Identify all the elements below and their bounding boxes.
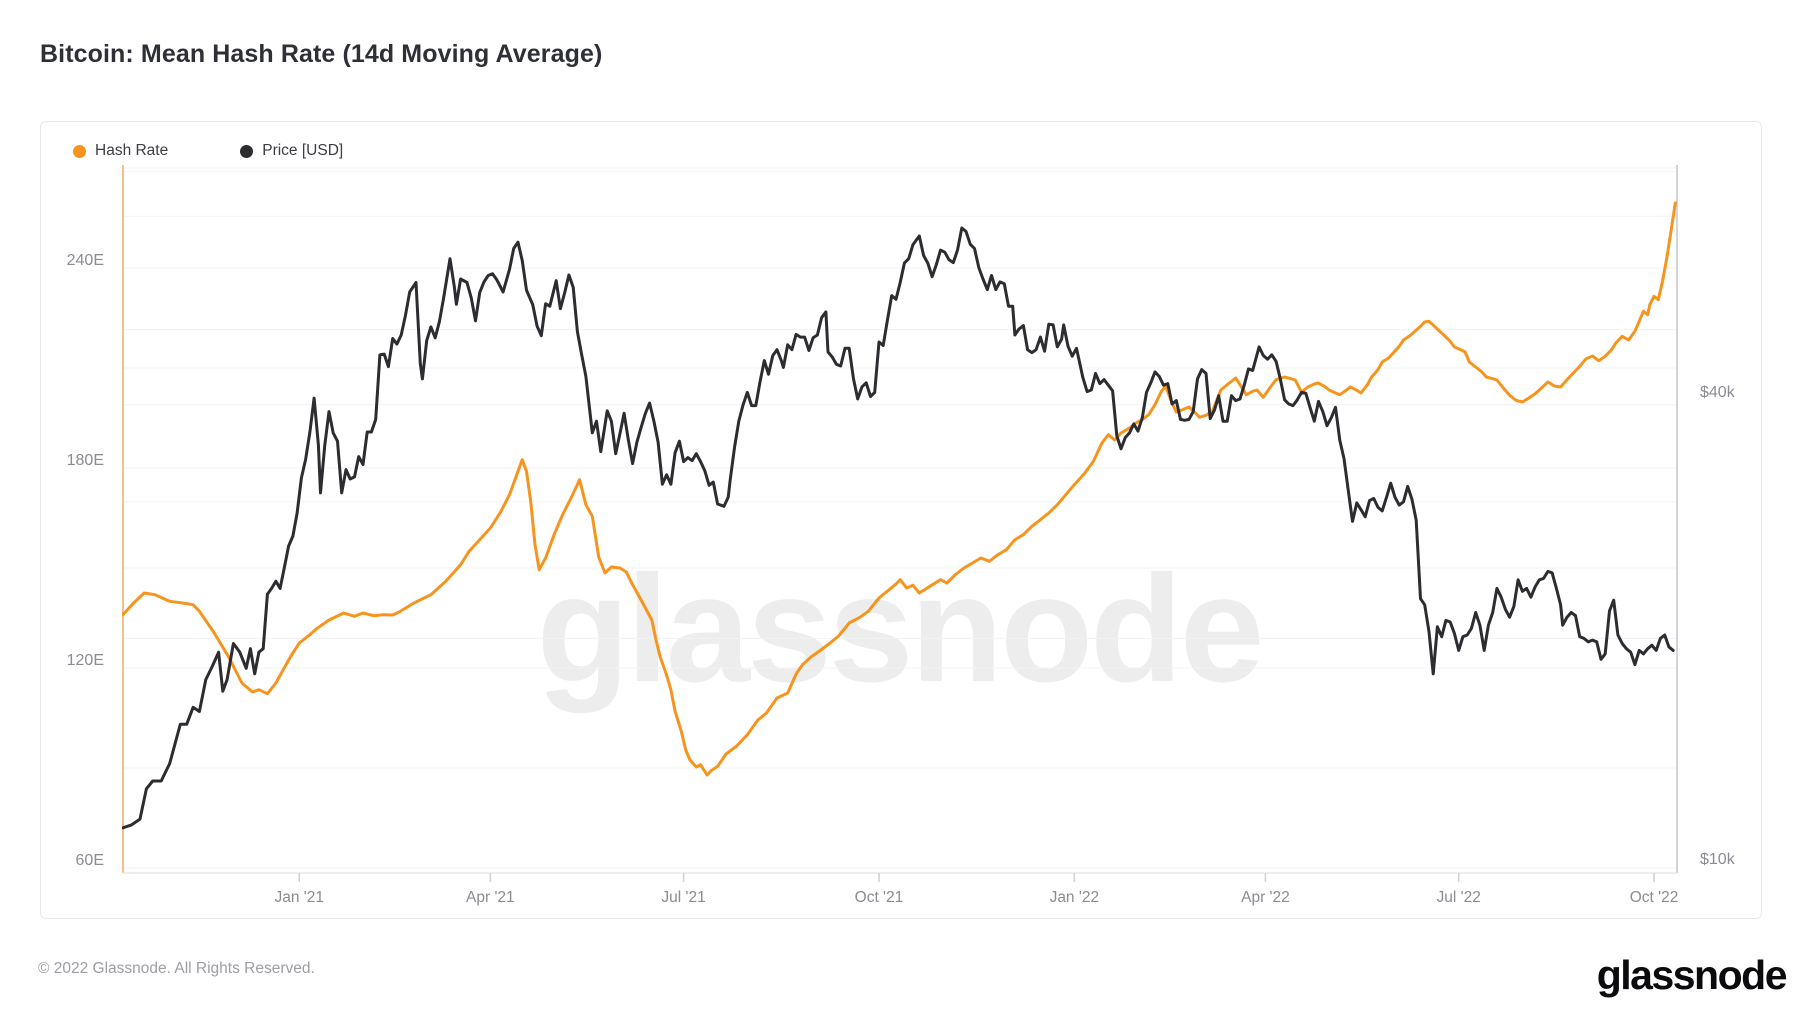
x-axis-tick-Oct-22: Oct '22 <box>1629 889 1679 906</box>
x-axis-tick-Oct-21: Oct '21 <box>854 889 904 906</box>
x-axis-tick-Apr-22: Apr '22 <box>1241 889 1290 906</box>
x-axis-tick-Jan-22: Jan '22 <box>1049 889 1100 906</box>
series-line-hash-rate <box>122 201 1677 777</box>
y-axis-left-tick-120E: 120E <box>66 652 104 669</box>
x-axis-tick-Jul-22: Jul '22 <box>1436 889 1481 906</box>
x-axis-tick-Apr-21: Apr '21 <box>466 889 515 906</box>
price-series-dot-icon <box>240 144 254 158</box>
glassnode-watermark: glassnode <box>536 544 1265 714</box>
y-axis-left-tick-60E: 60E <box>75 852 104 869</box>
legend-label-hash-rate: Hash Rate <box>95 142 169 159</box>
x-axis-tick-Jul-21: Jul '21 <box>661 889 706 906</box>
series-line-price-usd <box>122 226 1675 830</box>
footer-copyright: © 2022 Glassnode. All Rights Reserved. <box>38 960 315 977</box>
glassnode-logo: glassnode <box>1596 952 1788 998</box>
page-title: Bitcoin: Mean Hash Rate (14d Moving Aver… <box>40 40 603 68</box>
y-axis-right-tick-$10k: $10k <box>1700 851 1735 868</box>
y-axis-right-tick-$40k: $40k <box>1700 383 1735 401</box>
chart-legend: Hash Rate Price [USD] <box>73 142 343 160</box>
hash-rate-series-dot-icon <box>73 144 86 158</box>
y-axis-left-tick-180E: 180E <box>66 452 104 469</box>
y-axis-left-tick-240E: 240E <box>66 252 104 269</box>
x-axis-tick-Jan-21: Jan '21 <box>274 889 325 906</box>
legend-item-hash-rate[interactable]: Hash Rate <box>73 142 168 160</box>
legend-item-price-usd[interactable]: Price [USD] <box>240 142 343 160</box>
chart-card: Hash Rate Price [USD] glassnode <box>40 121 1762 919</box>
legend-label-price-usd: Price [USD] <box>262 142 344 159</box>
